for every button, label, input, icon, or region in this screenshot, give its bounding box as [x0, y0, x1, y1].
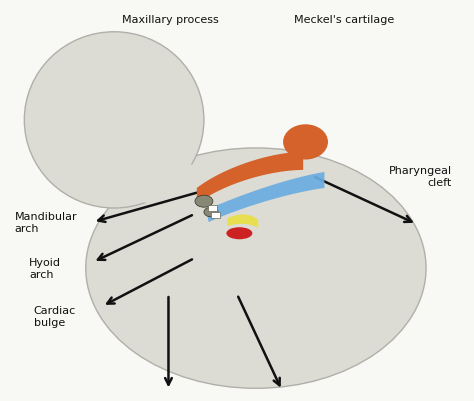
Ellipse shape [204, 208, 218, 217]
Ellipse shape [227, 228, 252, 240]
Text: Meckel's cartilage: Meckel's cartilage [294, 15, 394, 24]
Ellipse shape [24, 32, 204, 209]
Polygon shape [197, 152, 303, 205]
Polygon shape [95, 164, 228, 213]
Polygon shape [228, 215, 258, 229]
Ellipse shape [283, 125, 328, 160]
Text: Mandibular
arch: Mandibular arch [15, 212, 77, 233]
Ellipse shape [86, 148, 426, 388]
Polygon shape [206, 172, 324, 223]
Text: Hyoid
arch: Hyoid arch [29, 258, 61, 279]
Text: Maxillary process: Maxillary process [122, 15, 219, 24]
FancyBboxPatch shape [208, 205, 217, 212]
Ellipse shape [195, 196, 213, 208]
Text: Cardiac
bulge: Cardiac bulge [34, 306, 76, 327]
FancyBboxPatch shape [211, 213, 220, 219]
Text: Pharyngeal
cleft: Pharyngeal cleft [389, 166, 452, 187]
